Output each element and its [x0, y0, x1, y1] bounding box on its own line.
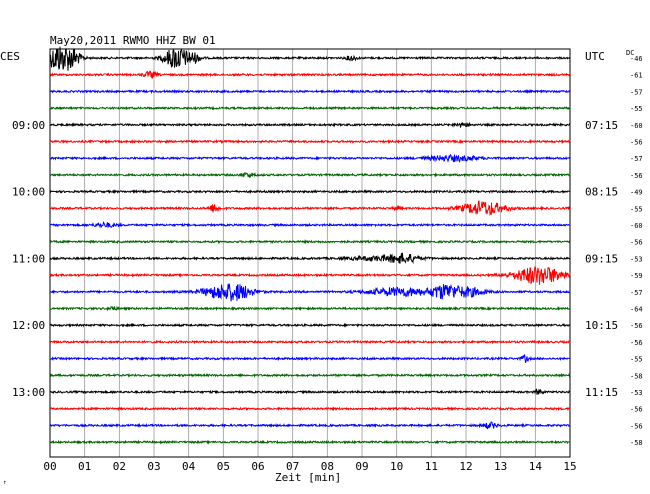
dc-offset-label: -56: [630, 422, 643, 430]
right-time-label: 11:15: [585, 386, 618, 399]
trace-row-13: [49, 265, 571, 285]
trace-row-20: [49, 388, 571, 395]
trace-row-10: [49, 221, 571, 229]
x-tick-label: 05: [217, 460, 230, 473]
left-time-label: 11:00: [12, 252, 45, 265]
x-tick-label: 04: [182, 460, 196, 473]
dc-offset-label: -57: [630, 88, 643, 96]
x-tick-label: 09: [355, 460, 368, 473]
trace-row-4: [49, 121, 571, 128]
dc-offset-label: -64: [630, 306, 643, 314]
trace-row-18: [49, 354, 571, 363]
grid-layer: [49, 48, 571, 458]
corner-mark: ↑: [3, 479, 7, 486]
dc-offset-label: -49: [630, 189, 643, 197]
dc-offset-label: -58: [630, 439, 643, 447]
dc-offset-label: -56: [630, 139, 643, 147]
trace-row-8: [49, 188, 571, 195]
dc-offset-label: -61: [630, 72, 643, 80]
trace-row-15: [49, 305, 571, 312]
trace-row-5: [49, 138, 571, 145]
plot-frame: [49, 48, 571, 458]
trace-row-14: [49, 283, 571, 302]
trace-row-6: [49, 153, 571, 163]
dc-offset-label: -56: [630, 239, 643, 247]
left-time-label: 09:00: [12, 119, 45, 132]
trace-row-12: [49, 252, 571, 265]
x-tick-label: 15: [563, 460, 576, 473]
tick-layer: -46 -61 -57 -55 -60 -56 -57 -56 -49 -55 -60 -56 -53 -…: [12, 55, 643, 473]
trace-row-9: [49, 200, 571, 216]
right-time-label: 09:15: [585, 252, 618, 265]
trace-layer: [49, 46, 571, 445]
trace-row-11: [49, 238, 571, 245]
x-tick-label: 07: [286, 460, 299, 473]
dc-offset-label: -56: [630, 406, 643, 414]
trace-row-7: [49, 171, 571, 179]
x-tick-label: 06: [251, 460, 264, 473]
dc-offset-label: -55: [630, 356, 643, 364]
left-timezone-label: CES: [0, 50, 20, 63]
dc-offset-label: -56: [630, 339, 643, 347]
trace-row-1: [49, 70, 571, 80]
trace-row-19: [49, 372, 571, 379]
dc-offset-label: -53: [630, 389, 643, 397]
trace-row-21: [49, 405, 571, 412]
dc-offset-label: -60: [630, 222, 643, 230]
x-tick-label: 13: [494, 460, 507, 473]
trace-row-16: [49, 322, 571, 328]
dc-offset-label: -57: [630, 155, 643, 163]
trace-row-3: [49, 105, 571, 111]
dc-offset-label: -56: [630, 322, 643, 330]
right-time-label: 08:15: [585, 186, 618, 199]
left-time-label: 13:00: [12, 386, 45, 399]
x-tick-label: 14: [529, 460, 543, 473]
right-time-label: 10:15: [585, 319, 618, 332]
dc-offset-label: -60: [630, 122, 643, 130]
chart-title: May20,2011 RWMO HHZ BW 01: [50, 34, 216, 47]
dc-offset-label: -55: [630, 105, 643, 113]
dc-offset-label: -55: [630, 205, 643, 213]
left-time-label: 12:00: [12, 319, 45, 332]
trace-row-17: [49, 339, 571, 345]
x-tick-label: 03: [147, 460, 160, 473]
x-tick-label: 10: [390, 460, 403, 473]
dc-offset-label: -58: [630, 372, 643, 380]
dc-offset-label: -53: [630, 255, 643, 263]
x-axis-label: Zeit [min]: [275, 471, 342, 484]
left-time-label: 10:00: [12, 186, 45, 199]
trace-row-22: [49, 421, 571, 430]
trace-row-23: [49, 439, 571, 445]
right-timezone-label: UTC: [585, 50, 605, 63]
x-tick-label: 01: [78, 460, 91, 473]
trace-row-2: [49, 88, 570, 95]
trace-row-0: [49, 46, 571, 71]
dc-offset-label: -56: [630, 172, 643, 180]
x-tick-label: 08: [321, 460, 334, 473]
dc-offset-label: -46: [630, 55, 643, 63]
dc-label: DC: [626, 49, 635, 57]
x-tick-label: 00: [43, 460, 56, 473]
x-tick-label: 11: [425, 460, 438, 473]
dc-offset-label: -59: [630, 272, 643, 280]
dc-offset-label: -57: [630, 289, 643, 297]
right-time-label: 07:15: [585, 119, 618, 132]
x-tick-label: 02: [113, 460, 126, 473]
x-tick-label: 12: [459, 460, 472, 473]
